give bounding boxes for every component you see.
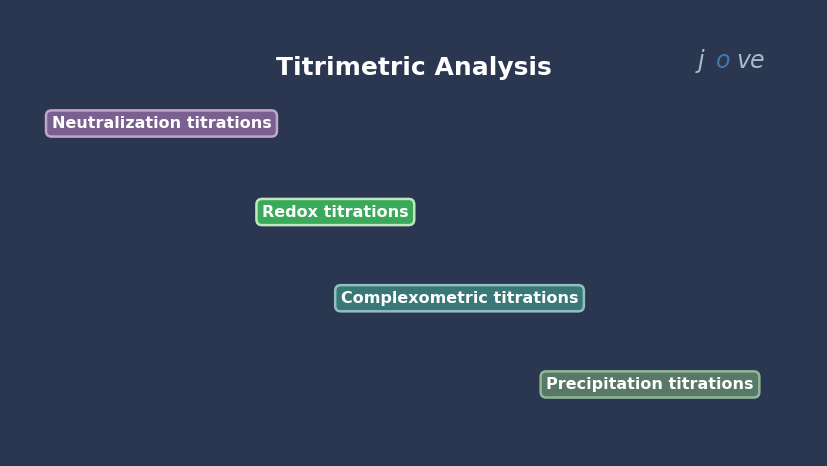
Text: Neutralization titrations: Neutralization titrations: [51, 116, 271, 131]
Text: o: o: [715, 49, 729, 73]
Text: ve: ve: [736, 49, 764, 73]
Text: j: j: [697, 49, 704, 73]
Text: Redox titrations: Redox titrations: [261, 205, 409, 219]
Text: Titrimetric Analysis: Titrimetric Analysis: [275, 56, 552, 80]
Text: Precipitation titrations: Precipitation titrations: [546, 377, 753, 392]
Text: Complexometric titrations: Complexometric titrations: [341, 291, 577, 306]
